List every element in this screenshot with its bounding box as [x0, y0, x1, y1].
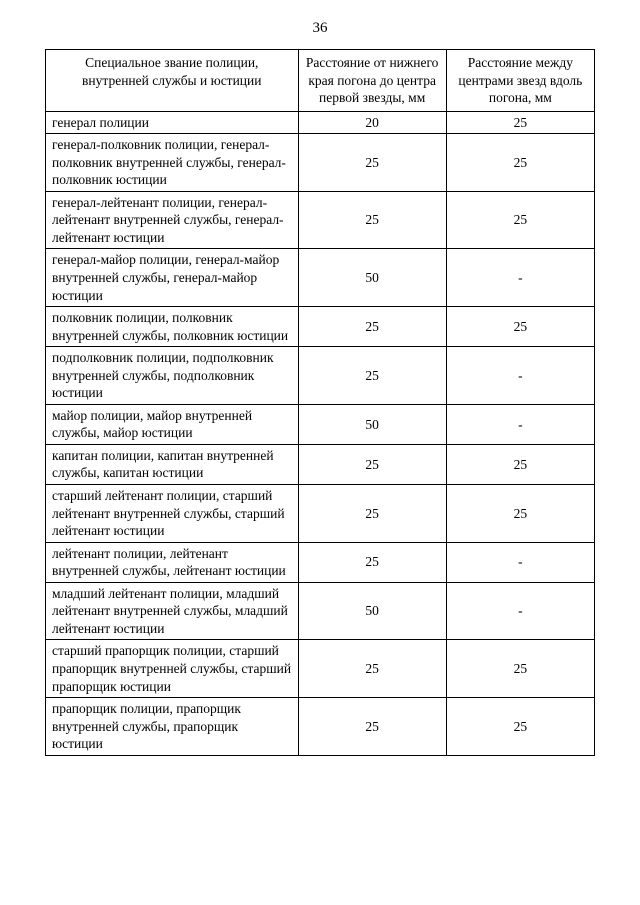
table-row: генерал полиции2025: [46, 111, 595, 134]
distance-between-stars-cell: 25: [446, 444, 594, 484]
rank-cell: прапорщик полиции, прапорщик внутренней …: [46, 698, 299, 756]
table-row: генерал-майор полиции, генерал-майор вну…: [46, 249, 595, 307]
distance-between-stars-cell: 25: [446, 640, 594, 698]
rank-cell: старший прапорщик полиции, старший прапо…: [46, 640, 299, 698]
distance-between-stars-cell: 25: [446, 134, 594, 192]
rank-cell: старший лейтенант полиции, старший лейте…: [46, 485, 299, 543]
table-row: капитан полиции, капитан внутренней служ…: [46, 444, 595, 484]
distance-first-star-cell: 25: [298, 698, 446, 756]
distance-between-stars-cell: 25: [446, 485, 594, 543]
distance-between-stars-cell: -: [446, 404, 594, 444]
distance-first-star-cell: 50: [298, 404, 446, 444]
distance-between-stars-cell: 25: [446, 191, 594, 249]
distance-first-star-cell: 25: [298, 307, 446, 347]
rank-cell: полковник полиции, полковник внутренней …: [46, 307, 299, 347]
distance-first-star-cell: 25: [298, 191, 446, 249]
table-row: младший лейтенант полиции, младший лейте…: [46, 582, 595, 640]
rank-cell: генерал полиции: [46, 111, 299, 134]
distance-first-star-cell: 25: [298, 542, 446, 582]
rank-cell: подполковник полиции, подполковник внутр…: [46, 347, 299, 405]
table-row: прапорщик полиции, прапорщик внутренней …: [46, 698, 595, 756]
col-header-distance-between-stars: Расстояние между центрами звезд вдоль по…: [446, 50, 594, 112]
table-row: старший лейтенант полиции, старший лейте…: [46, 485, 595, 543]
rank-cell: младший лейтенант полиции, младший лейте…: [46, 582, 299, 640]
col-header-rank: Специальное звание полиции, внутренней с…: [46, 50, 299, 112]
rank-cell: капитан полиции, капитан внутренней служ…: [46, 444, 299, 484]
rank-cell: генерал-лейтенант полиции, генерал-лейте…: [46, 191, 299, 249]
distance-first-star-cell: 25: [298, 444, 446, 484]
rank-cell: генерал-полковник полиции, генерал-полко…: [46, 134, 299, 192]
distance-first-star-cell: 50: [298, 249, 446, 307]
table-row: старший прапорщик полиции, старший прапо…: [46, 640, 595, 698]
rank-cell: генерал-майор полиции, генерал-майор вну…: [46, 249, 299, 307]
distance-first-star-cell: 25: [298, 640, 446, 698]
table-row: лейтенант полиции, лейтенант внутренней …: [46, 542, 595, 582]
table-header-row: Специальное звание полиции, внутренней с…: [46, 50, 595, 112]
col-header-distance-first-star: Расстояние от нижнего края погона до цен…: [298, 50, 446, 112]
distance-first-star-cell: 25: [298, 134, 446, 192]
distance-first-star-cell: 50: [298, 582, 446, 640]
table-row: полковник полиции, полковник внутренней …: [46, 307, 595, 347]
distance-first-star-cell: 25: [298, 485, 446, 543]
table-row: майор полиции, майор внутренней службы, …: [46, 404, 595, 444]
distance-between-stars-cell: -: [446, 542, 594, 582]
distance-between-stars-cell: 25: [446, 111, 594, 134]
page-number: 36: [45, 20, 595, 37]
distance-between-stars-cell: 25: [446, 698, 594, 756]
rank-cell: майор полиции, майор внутренней службы, …: [46, 404, 299, 444]
distance-between-stars-cell: 25: [446, 307, 594, 347]
table-row: генерал-лейтенант полиции, генерал-лейте…: [46, 191, 595, 249]
ranks-table: Специальное звание полиции, внутренней с…: [45, 49, 595, 756]
distance-first-star-cell: 20: [298, 111, 446, 134]
distance-between-stars-cell: -: [446, 249, 594, 307]
distance-first-star-cell: 25: [298, 347, 446, 405]
table-row: подполковник полиции, подполковник внутр…: [46, 347, 595, 405]
distance-between-stars-cell: -: [446, 347, 594, 405]
table-row: генерал-полковник полиции, генерал-полко…: [46, 134, 595, 192]
rank-cell: лейтенант полиции, лейтенант внутренней …: [46, 542, 299, 582]
distance-between-stars-cell: -: [446, 582, 594, 640]
